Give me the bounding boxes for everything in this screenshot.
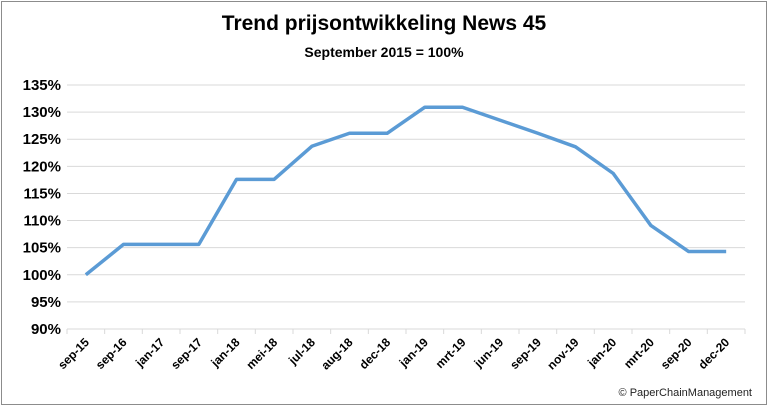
chart-title: Trend prijsontwikkeling News 45 bbox=[221, 12, 547, 35]
x-tick-label: jun-19 bbox=[471, 335, 507, 371]
y-tick-label: 110% bbox=[23, 213, 61, 230]
x-tick-label: mrt-19 bbox=[433, 335, 469, 371]
x-tick-label: jan-18 bbox=[207, 335, 242, 370]
x-tick-label: aug-18 bbox=[318, 335, 355, 372]
x-tick-label: jan-17 bbox=[132, 335, 167, 370]
copyright-annotation: © PaperChainManagement bbox=[618, 387, 752, 399]
chart-subtitle: September 2015 = 100% bbox=[304, 44, 464, 60]
y-tick-label: 105% bbox=[23, 240, 61, 257]
x-tick-label: mrt-20 bbox=[621, 335, 657, 371]
y-tick-label: 100% bbox=[23, 267, 61, 284]
x-tick-label: sep-20 bbox=[658, 335, 695, 372]
x-tick-label: jul-18 bbox=[285, 335, 318, 368]
y-tick-label: 125% bbox=[23, 131, 61, 148]
y-tick-label: 130% bbox=[23, 104, 61, 121]
y-tick-label: 95% bbox=[31, 294, 61, 311]
y-tick-label: 120% bbox=[23, 158, 61, 175]
x-tick-label: nov-19 bbox=[544, 335, 581, 372]
x-tick-label: dec-18 bbox=[356, 335, 393, 372]
y-tick-label: 115% bbox=[23, 185, 61, 202]
x-tick-label: sep-15 bbox=[55, 335, 92, 372]
x-tick-label: jan-19 bbox=[396, 335, 431, 370]
x-tick-label: sep-19 bbox=[507, 335, 544, 372]
y-tick-label: 135% bbox=[23, 77, 61, 94]
x-tick-label: sep-17 bbox=[168, 335, 205, 372]
x-tick-label: mei-18 bbox=[243, 335, 280, 372]
series-line bbox=[84, 105, 727, 277]
x-tick-label: dec-20 bbox=[695, 335, 732, 372]
x-tick-label: jan-20 bbox=[584, 335, 619, 370]
y-tick-label: 90% bbox=[31, 321, 61, 338]
x-tick-label: sep-16 bbox=[93, 335, 130, 372]
